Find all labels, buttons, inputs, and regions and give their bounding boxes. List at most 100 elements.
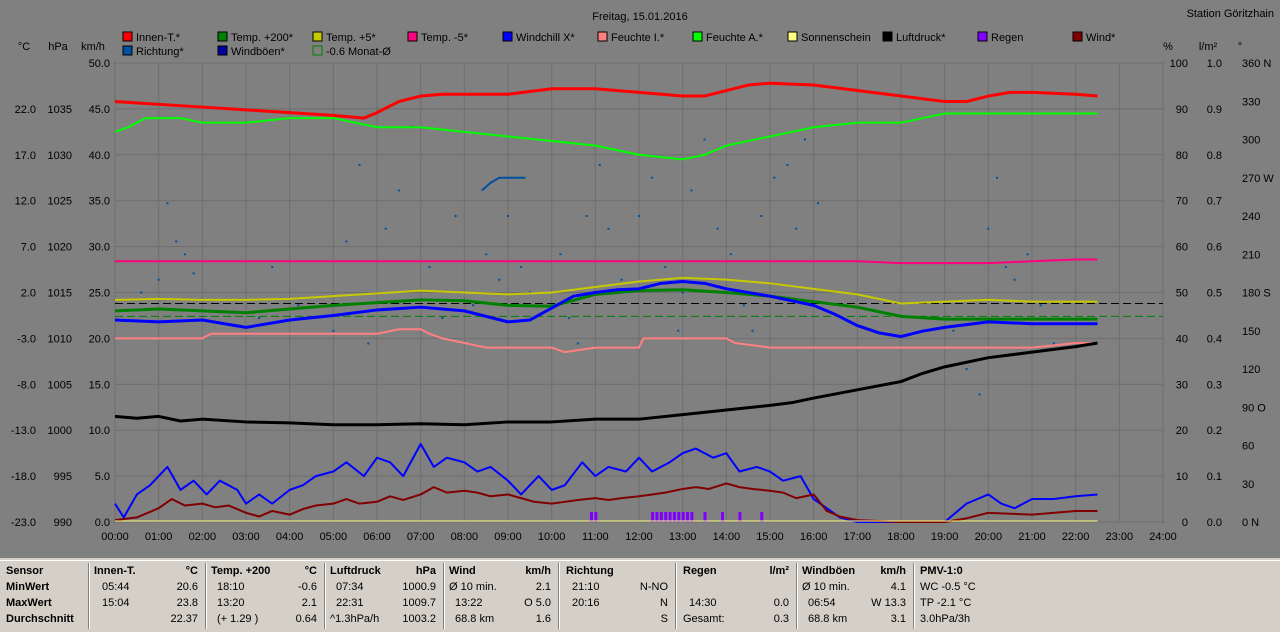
stats-unit-luftdruck: hPa bbox=[415, 565, 436, 577]
legend-label: Temp. -5* bbox=[421, 32, 469, 44]
stats-cell: N-NO bbox=[639, 581, 668, 593]
y-tick-label-degrees: 150 bbox=[1242, 326, 1260, 338]
station-name: Station Göritzhain bbox=[1187, 8, 1274, 20]
x-tick-label: 02:00 bbox=[189, 531, 217, 543]
legend-swatch bbox=[122, 45, 133, 56]
legend-swatch bbox=[312, 45, 323, 56]
x-tick-label: 09:00 bbox=[494, 531, 522, 543]
x-tick-label: 23:00 bbox=[1106, 531, 1134, 543]
stats-label-min: MinWert bbox=[6, 581, 50, 593]
stats-cell: (+ 1.29 ) bbox=[217, 613, 259, 625]
series-line bbox=[114, 112, 1098, 161]
series-line bbox=[115, 328, 1098, 354]
stats-separator bbox=[324, 563, 326, 629]
y-tick-label-degrees: 300 bbox=[1242, 135, 1260, 147]
stats-separator bbox=[913, 563, 915, 629]
legend-swatch bbox=[502, 31, 513, 42]
direction-point bbox=[507, 215, 509, 217]
direction-point bbox=[175, 240, 178, 243]
y-tick-label-kmh: 0.0 bbox=[95, 517, 110, 529]
direction-line bbox=[481, 176, 526, 192]
rain-mark bbox=[594, 512, 598, 522]
direction-point bbox=[166, 202, 169, 205]
direction-point bbox=[598, 164, 601, 166]
axis-title-degrees: ° bbox=[1238, 41, 1242, 53]
direction-point bbox=[729, 253, 732, 256]
series-line bbox=[114, 482, 1098, 523]
y-tick-label-kmh: 25.0 bbox=[89, 288, 110, 300]
direction-point bbox=[576, 342, 579, 345]
y-tick-label-celsius: 12.0 bbox=[15, 196, 36, 208]
y-tick-label-kmh: 40.0 bbox=[89, 150, 110, 162]
series-line bbox=[114, 288, 1098, 321]
direction-point bbox=[607, 227, 610, 230]
legend-swatch bbox=[312, 31, 323, 42]
y-tick-label-lm2: 0.2 bbox=[1207, 425, 1222, 437]
y-tick-label-percent: 80 bbox=[1176, 150, 1188, 162]
y-tick-label-degrees: 120 bbox=[1242, 364, 1260, 376]
direction-point bbox=[472, 304, 475, 307]
legend-label: Wind* bbox=[1086, 32, 1116, 44]
stats-cell: 4.1 bbox=[890, 581, 906, 593]
y-tick-label-degrees: 270 W bbox=[1242, 173, 1274, 185]
y-tick-label-percent: 100 bbox=[1170, 58, 1188, 70]
weather-chart: 00:00 01:00 02:00 03:00 04:00 05:00 06:00 07:00… bbox=[11, 8, 1274, 543]
rain-mark bbox=[651, 512, 655, 522]
x-tick-label: 03:00 bbox=[232, 531, 260, 543]
direction-point bbox=[568, 317, 571, 319]
direction-point bbox=[703, 138, 706, 141]
direction-point bbox=[367, 342, 370, 345]
y-tick-label-percent: 40 bbox=[1176, 333, 1188, 345]
direction-point bbox=[520, 266, 523, 268]
y-tick-label-percent: 90 bbox=[1176, 104, 1188, 116]
rain-mark bbox=[589, 512, 593, 522]
legend-swatch bbox=[407, 31, 418, 42]
y-tick-label-celsius: -8.0 bbox=[17, 379, 36, 391]
stats-unit-innen: °C bbox=[185, 565, 198, 577]
y-tick-label-hpa: 1015 bbox=[48, 288, 72, 300]
rain-mark bbox=[664, 512, 668, 522]
direction-point bbox=[817, 202, 820, 205]
stats-unit-regen: l/m² bbox=[769, 565, 789, 577]
direction-point bbox=[1026, 253, 1029, 256]
stats-header-wind: Wind bbox=[449, 565, 476, 577]
stats-cell: 22.37 bbox=[170, 613, 198, 625]
stats-cell: S bbox=[660, 613, 668, 625]
direction-point bbox=[690, 189, 693, 192]
direction-point bbox=[258, 317, 261, 319]
stats-cell: 14:30 bbox=[689, 597, 717, 609]
y-tick-label-lm2: 0.8 bbox=[1207, 150, 1222, 162]
stats-col-luftdruck: Luftdruck hPa 07:34 1000.9 22:31 1009.7 ^1.… bbox=[328, 563, 440, 629]
rain-mark bbox=[686, 512, 690, 522]
stats-cell: 68.8 km bbox=[808, 613, 848, 625]
x-tick-label: 19:00 bbox=[931, 531, 959, 543]
direction-point bbox=[559, 253, 562, 256]
stats-header-innen: Innen-T. bbox=[94, 565, 136, 577]
y-tick-label-celsius: 7.0 bbox=[21, 242, 36, 254]
stats-cell: 2.1 bbox=[301, 597, 317, 609]
direction-point bbox=[397, 189, 400, 192]
stats-unit-temp200: °C bbox=[304, 565, 317, 577]
direction-point bbox=[651, 176, 654, 179]
legend-label: Feuchte I.* bbox=[611, 32, 665, 44]
y-tick-label-hpa: 1020 bbox=[48, 242, 72, 254]
y-tick-label-degrees: 330 bbox=[1242, 96, 1260, 108]
direction-point bbox=[332, 329, 335, 332]
direction-point bbox=[1052, 342, 1055, 345]
x-tick-label: 04:00 bbox=[276, 531, 304, 543]
direction-point bbox=[271, 266, 274, 268]
direction-point bbox=[742, 304, 745, 307]
direction-point bbox=[664, 266, 667, 268]
y-tick-label-celsius: 2.0 bbox=[21, 288, 36, 300]
axis-title-celsius: °C bbox=[18, 41, 30, 53]
y-tick-label-degrees: 240 bbox=[1242, 211, 1260, 223]
x-tick-label: 01:00 bbox=[145, 531, 173, 543]
x-tick-label: 05:00 bbox=[320, 531, 348, 543]
direction-point bbox=[140, 291, 143, 294]
x-tick-label: 15:00 bbox=[756, 531, 784, 543]
legend-swatch bbox=[217, 45, 228, 56]
y-tick-label-celsius: -3.0 bbox=[17, 333, 36, 345]
stats-cell: Ø 10 min. bbox=[449, 581, 497, 593]
y-tick-label-lm2: 0.6 bbox=[1207, 242, 1222, 254]
